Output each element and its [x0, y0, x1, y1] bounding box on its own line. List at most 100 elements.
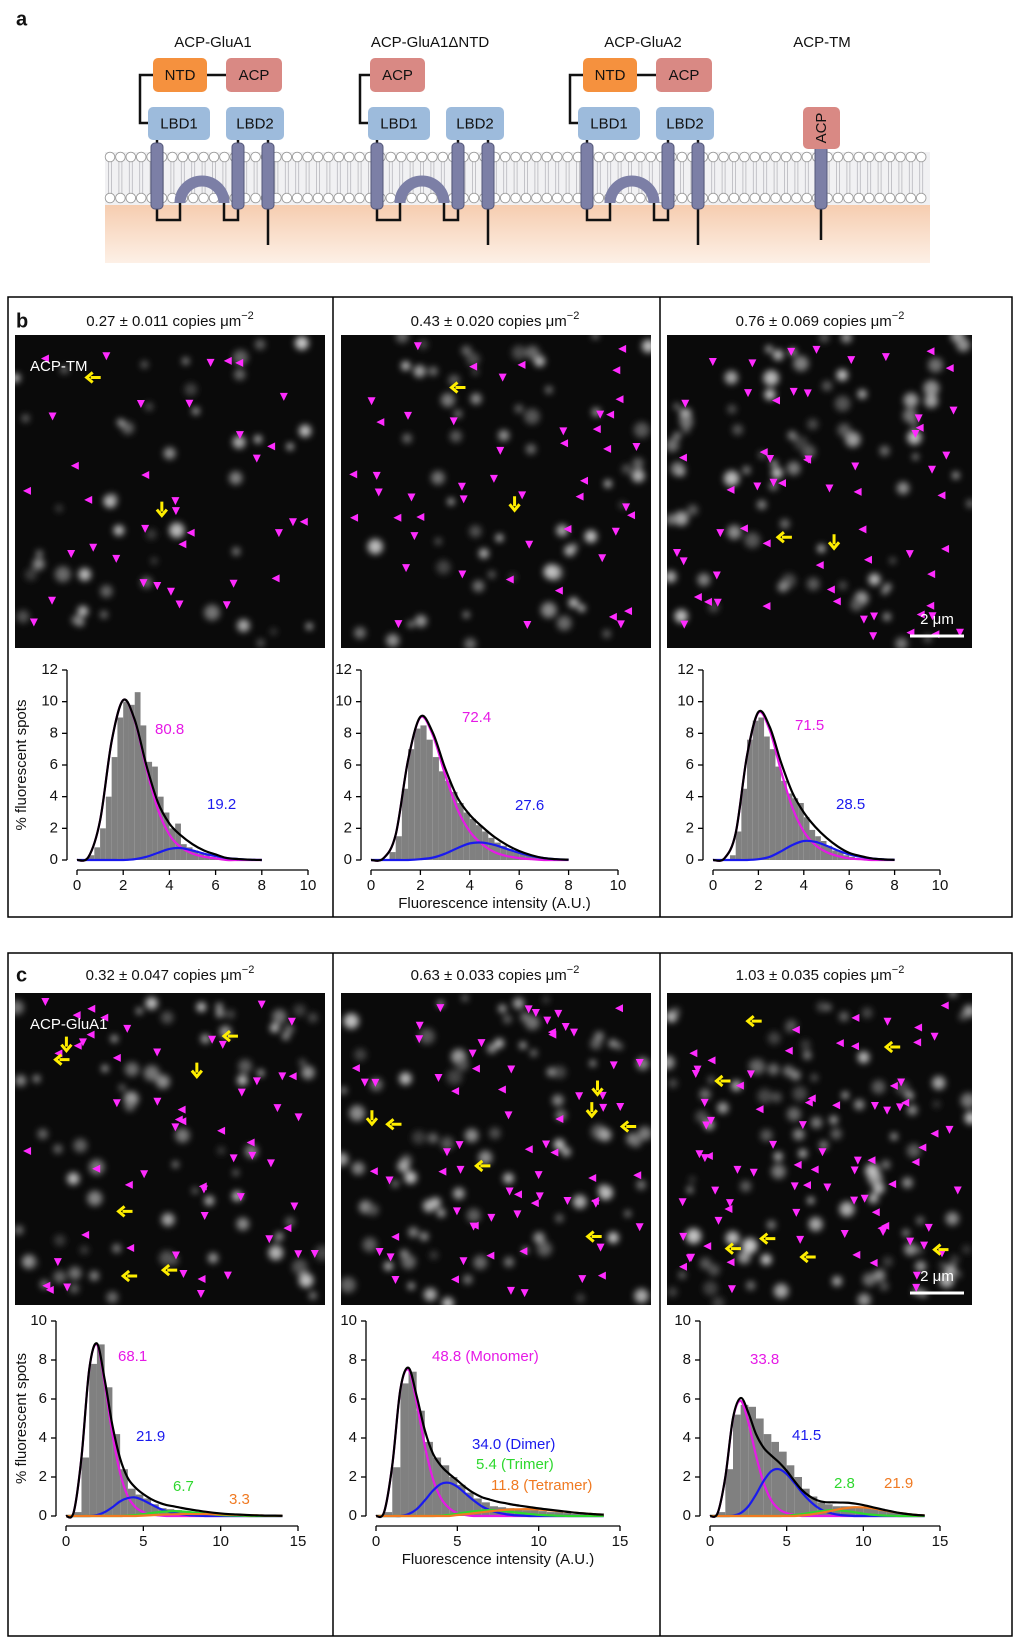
arrowhead	[840, 1229, 849, 1238]
y-tick-label: 4	[349, 1429, 357, 1446]
spot	[498, 1004, 507, 1013]
arrowhead	[928, 465, 937, 474]
spot	[478, 548, 489, 559]
x-tick-label: 0	[372, 1533, 380, 1550]
arrowhead	[471, 1064, 480, 1073]
arrowhead	[525, 540, 534, 549]
spot	[808, 1217, 823, 1232]
panel-frame	[7, 296, 1013, 918]
arrowhead	[826, 585, 835, 594]
arrowhead	[375, 1248, 384, 1257]
spot	[77, 605, 89, 617]
arrowhead	[616, 620, 625, 629]
density-text: 1.03 ± 0.035 copies μm	[736, 967, 892, 984]
spot	[112, 1244, 122, 1253]
spot	[32, 1075, 41, 1083]
arrowhead	[615, 395, 624, 404]
spot	[184, 383, 198, 396]
arrowhead	[413, 342, 422, 351]
arrowhead	[597, 1271, 606, 1280]
spot	[773, 1151, 783, 1162]
arrowhead	[802, 1181, 811, 1190]
spot	[430, 1197, 441, 1209]
arrowhead	[139, 579, 148, 588]
arrowhead	[70, 461, 79, 470]
spot	[928, 357, 944, 373]
y-tick-label: 0	[349, 1507, 357, 1524]
histogram-bar	[513, 852, 520, 860]
spot	[787, 431, 797, 440]
spot	[466, 1208, 481, 1223]
spot	[461, 994, 469, 1002]
arrowhead	[273, 1104, 282, 1113]
histogram-bar	[426, 739, 433, 860]
tm-helix	[661, 142, 675, 210]
arrowhead	[391, 1275, 400, 1284]
histogram-bar	[771, 1441, 779, 1516]
spot	[671, 1007, 680, 1017]
spot	[37, 1128, 48, 1140]
lipid-head	[676, 151, 688, 163]
arrowhead	[456, 1165, 465, 1174]
spot	[53, 1270, 67, 1284]
arrowhead	[451, 1087, 460, 1096]
spot	[486, 1043, 497, 1054]
y-tick-label: 6	[344, 756, 352, 773]
arrowhead	[832, 1101, 841, 1110]
arrowhead	[612, 366, 621, 375]
linker	[155, 203, 182, 222]
histogram-bar	[134, 692, 141, 860]
spot	[785, 1019, 798, 1032]
histogram-bar	[546, 1512, 555, 1516]
arrowhead	[578, 1275, 587, 1284]
arrow	[745, 1014, 762, 1028]
domain-box	[153, 58, 207, 92]
histogram-bar	[395, 836, 402, 860]
lipid-head	[853, 151, 865, 163]
spot	[890, 1133, 898, 1141]
arrowhead	[73, 1041, 82, 1050]
spot	[54, 566, 71, 583]
scale-bar-label: 2 μm	[920, 1268, 954, 1285]
spot	[766, 1220, 776, 1230]
histogram-bar	[809, 1496, 818, 1516]
spot	[862, 1272, 877, 1287]
arrowhead	[186, 528, 195, 537]
histogram-bar	[186, 847, 193, 860]
density-text: 0.76 ± 0.069 copies μm	[736, 313, 892, 330]
spot	[561, 1147, 571, 1157]
spot	[631, 469, 645, 483]
arrowhead	[679, 557, 688, 566]
arrowhead	[248, 1151, 257, 1160]
histogram-bar	[163, 812, 170, 860]
x-tick-label: 0	[62, 1533, 70, 1550]
y-axis-label: % fluorescent spots	[13, 1353, 30, 1484]
arrowhead	[702, 1121, 711, 1130]
spot	[354, 627, 366, 639]
spot	[215, 1009, 224, 1018]
spot	[837, 423, 851, 437]
spot	[124, 1100, 136, 1112]
spot	[964, 1111, 972, 1125]
tm-helix	[370, 142, 384, 210]
spot	[939, 1272, 955, 1288]
spot	[100, 610, 108, 619]
spot	[857, 1293, 871, 1305]
spot	[407, 1282, 415, 1290]
component-label: 3.3	[229, 1491, 250, 1508]
histogram-bar	[416, 1410, 425, 1516]
construct-title: ACP-GluA1	[174, 34, 252, 51]
spot	[146, 529, 157, 540]
arrowhead	[691, 1069, 700, 1078]
micrograph-spots	[15, 997, 325, 1304]
lipid-head	[863, 151, 875, 163]
spot	[257, 1069, 265, 1077]
spot	[423, 1288, 437, 1302]
arrowhead	[496, 446, 505, 455]
arrowhead	[487, 1213, 496, 1222]
spot	[810, 1074, 818, 1082]
spot	[556, 524, 569, 537]
spot	[760, 1254, 772, 1266]
spot	[234, 368, 246, 381]
